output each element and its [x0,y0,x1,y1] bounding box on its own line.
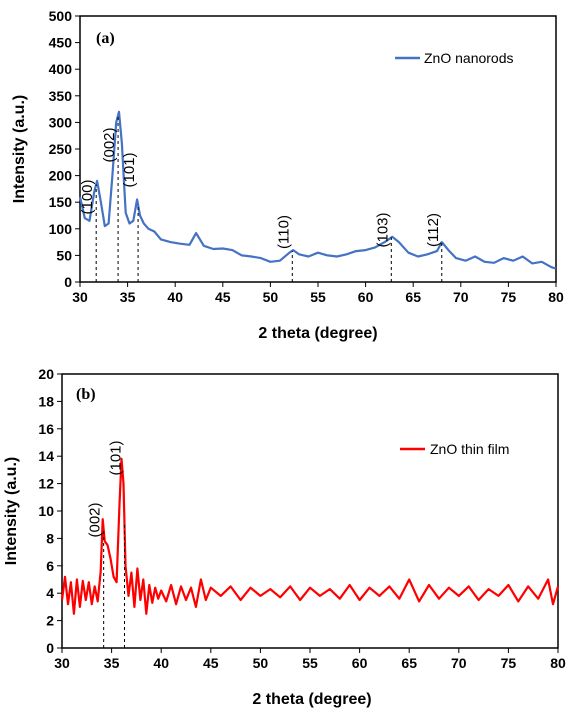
x-axis-label-b: 2 theta (degree) [252,691,371,708]
y-tick-label: 150 [49,194,73,210]
y-tick-label: 6 [46,558,54,574]
peak-label: (100) [79,179,96,214]
y-tick-label: 12 [38,476,54,492]
peak-label: (101) [121,152,138,187]
panel-b-chart: (b) 2 theta (degree) Intensity (a.u.) Zn… [3,366,566,708]
y-tick-label: 50 [56,247,72,263]
x-tick-label: 75 [501,289,517,305]
x-tick-label: 70 [453,289,469,305]
series-line-a [78,110,557,270]
x-tick-label: 30 [72,289,88,305]
x-tick-label: 55 [310,289,326,305]
plot-area-b [61,373,559,649]
y-axis-label-b: Intensity (a.u.) [3,457,20,565]
y-tick-label: 8 [46,530,54,546]
peak-label: (112) [425,213,442,247]
y-tick-label: 100 [49,221,73,237]
x-tick-label: 40 [153,655,169,671]
y-tick-label: 250 [49,141,73,157]
y-tick-label: 450 [49,35,73,51]
x-tick-label: 45 [203,655,219,671]
x-tick-label: 65 [405,289,421,305]
peak-label: (103) [374,212,391,247]
x-tick-label: 75 [501,655,517,671]
x-tick-label: 70 [451,655,467,671]
x-tick-label: 55 [302,655,318,671]
peak-label: (002) [101,127,118,162]
x-tick-label: 40 [167,289,183,305]
x-tick-label: 50 [253,655,269,671]
legend-label-b: ZnO thin film [430,441,509,457]
x-tick-label: 35 [120,289,136,305]
x-tick-label: 35 [104,655,120,671]
y-tick-label: 350 [49,88,73,104]
peak-label: (101) [108,440,125,475]
x-tick-label: 65 [401,655,417,671]
y-tick-label: 18 [38,393,54,409]
x-tick-label: 45 [215,289,231,305]
series-line-b [60,457,560,615]
x-tick-label: 80 [548,289,564,305]
legend-a: ZnO nanorods [395,50,514,66]
x-tick-label: 30 [54,655,70,671]
x-axis-label-a: 2 theta (degree) [258,325,377,342]
legend-label-a: ZnO nanorods [424,50,514,66]
y-tick-label: 14 [38,448,54,464]
y-tick-label: 2 [46,613,54,629]
peak-label: (002) [87,502,104,537]
y-tick-label: 4 [46,585,54,601]
y-tick-label: 500 [49,8,73,24]
x-tick-label: 60 [352,655,368,671]
y-tick-label: 400 [49,61,73,77]
y-tick-label: 0 [64,274,72,290]
panel-label-b: (b) [76,386,96,403]
x-tick-label: 80 [550,655,566,671]
y-tick-label: 300 [49,114,73,130]
y-tick-label: 20 [38,366,54,382]
y-tick-label: 16 [38,421,54,437]
x-tick-label: 60 [358,289,374,305]
panel-label-a: (a) [96,30,115,47]
y-axis-label-a: Intensity (a.u.) [11,95,28,203]
y-tick-label: 200 [49,168,73,184]
y-tick-label: 10 [38,503,54,519]
legend-b: ZnO thin film [400,441,509,457]
x-tick-label: 50 [263,289,279,305]
panel-a-chart: (a) 2 theta (degree) Intensity (a.u.) Zn… [11,8,564,342]
peak-label: (110) [275,215,292,249]
y-tick-label: 0 [46,640,54,656]
